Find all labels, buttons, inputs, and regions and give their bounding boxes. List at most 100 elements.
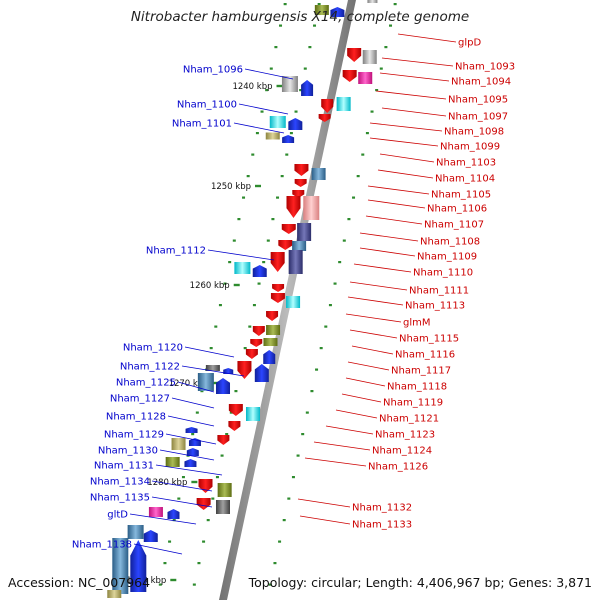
gene-label-nham-1115[interactable]: Nham_1115	[399, 334, 459, 345]
gene-label-nham-1096[interactable]: Nham_1096	[183, 65, 243, 76]
gene-feature[interactable]	[301, 80, 314, 96]
gene-feature[interactable]	[196, 498, 211, 510]
gene-feature[interactable]	[216, 378, 231, 394]
gene-label-nham-1123[interactable]: Nham_1123	[375, 430, 435, 441]
gene-label-nham-1128[interactable]: Nham_1128	[106, 412, 166, 423]
gene-feature[interactable]	[245, 349, 258, 359]
gene-feature[interactable]	[288, 118, 303, 130]
gene-feature[interactable]	[270, 293, 285, 303]
gene-feature[interactable]	[223, 368, 234, 374]
gene-feature[interactable]	[362, 50, 377, 64]
gene-label-nham-1124[interactable]: Nham_1124	[372, 446, 432, 457]
gene-label-nham-1107[interactable]: Nham_1107	[424, 220, 484, 231]
gene-feature[interactable]	[311, 168, 326, 180]
gene-label-nham-1125[interactable]: Nham_1125	[116, 378, 176, 389]
gene-feature[interactable]	[294, 179, 307, 187]
gene-feature[interactable]	[278, 240, 293, 250]
gene-label-nham-1112[interactable]: Nham_1112	[146, 246, 206, 257]
gene-feature[interactable]	[286, 296, 301, 308]
gene-feature[interactable]	[217, 483, 232, 497]
gene-feature[interactable]	[282, 135, 295, 143]
gene-label-nham-1110[interactable]: Nham_1110	[413, 268, 473, 279]
gene-feature[interactable]	[252, 265, 267, 277]
gene-feature[interactable]	[321, 99, 334, 113]
gene-feature[interactable]	[254, 364, 269, 382]
gene-label-nham-1095[interactable]: Nham_1095	[448, 95, 508, 106]
gene-label-nham-1131[interactable]: Nham_1131	[94, 461, 154, 472]
gene-feature[interactable]	[245, 407, 260, 421]
gene-label-nham-1111[interactable]: Nham_1111	[409, 286, 469, 297]
gene-feature[interactable]	[286, 196, 301, 218]
gene-feature[interactable]	[314, 5, 329, 15]
gene-feature[interactable]	[270, 252, 285, 272]
gene-feature[interactable]	[217, 435, 230, 445]
gene-feature[interactable]	[250, 339, 263, 347]
gene-label-nham-1105[interactable]: Nham_1105	[431, 190, 491, 201]
gene-feature[interactable]	[186, 448, 199, 456]
gene-feature[interactable]	[165, 457, 180, 467]
gene-feature[interactable]	[269, 116, 286, 128]
gene-feature[interactable]	[205, 365, 220, 371]
gene-label-nham-1108[interactable]: Nham_1108	[420, 237, 480, 248]
gene-feature[interactable]	[336, 97, 351, 111]
gene-label-nham-1133[interactable]: Nham_1133	[352, 520, 412, 531]
gene-label-gltd[interactable]: gltD	[107, 510, 128, 521]
gene-feature[interactable]	[272, 284, 285, 292]
gene-feature[interactable]	[197, 373, 214, 391]
gene-label-nham-1138[interactable]: Nham_1138	[72, 540, 132, 551]
gene-feature[interactable]	[148, 507, 163, 517]
gene-label-nham-1113[interactable]: Nham_1113	[405, 301, 465, 312]
gene-feature[interactable]	[367, 0, 378, 3]
gene-feature[interactable]	[265, 132, 280, 140]
gene-feature[interactable]	[330, 7, 345, 17]
gene-label-nham-1119[interactable]: Nham_1119	[383, 398, 443, 409]
gene-feature[interactable]	[263, 338, 278, 346]
gene-feature[interactable]	[318, 114, 331, 122]
gene-label-nham-1109[interactable]: Nham_1109	[417, 252, 477, 263]
gene-label-nham-1093[interactable]: Nham_1093	[455, 62, 515, 73]
gene-label-nham-1118[interactable]: Nham_1118	[387, 382, 447, 393]
gene-label-nham-1099[interactable]: Nham_1099	[440, 142, 500, 153]
gene-label-nham-1100[interactable]: Nham_1100	[177, 100, 237, 111]
gene-feature[interactable]	[228, 404, 243, 416]
gene-feature[interactable]	[342, 70, 357, 82]
gene-label-glmm[interactable]: glmM	[403, 318, 431, 329]
gene-feature[interactable]	[263, 350, 276, 364]
gene-feature[interactable]	[358, 72, 373, 84]
gene-feature[interactable]	[107, 590, 122, 598]
gene-feature[interactable]	[288, 250, 303, 274]
gene-label-nham-1117[interactable]: Nham_1117	[391, 366, 451, 377]
gene-feature[interactable]	[281, 224, 296, 234]
gene-label-nham-1121[interactable]: Nham_1121	[379, 414, 439, 425]
gene-label-nham-1127[interactable]: Nham_1127	[110, 394, 170, 405]
gene-label-nham-1101[interactable]: Nham_1101	[172, 119, 232, 130]
gene-label-nham-1098[interactable]: Nham_1098	[444, 127, 504, 138]
gene-feature[interactable]	[303, 196, 320, 220]
gene-feature[interactable]	[347, 48, 362, 62]
gene-label-nham-1097[interactable]: Nham_1097	[448, 112, 508, 123]
gene-feature[interactable]	[294, 164, 309, 176]
gene-label-nham-1135[interactable]: Nham_1135	[90, 493, 150, 504]
gene-feature[interactable]	[112, 538, 129, 594]
gene-feature[interactable]	[143, 530, 158, 542]
gene-feature[interactable]	[127, 525, 144, 539]
gene-feature[interactable]	[281, 76, 298, 92]
gene-feature[interactable]	[215, 500, 230, 514]
gene-label-nham-1126[interactable]: Nham_1126	[368, 462, 428, 473]
gene-feature[interactable]	[292, 241, 307, 251]
gene-label-nham-1094[interactable]: Nham_1094	[451, 77, 511, 88]
gene-feature[interactable]	[171, 438, 186, 450]
gene-label-nham-1120[interactable]: Nham_1120	[123, 343, 183, 354]
gene-feature[interactable]	[167, 509, 180, 519]
gene-label-nham-1130[interactable]: Nham_1130	[98, 446, 158, 457]
gene-label-nham-1116[interactable]: Nham_1116	[395, 350, 455, 361]
gene-label-nham-1129[interactable]: Nham_1129	[104, 430, 164, 441]
gene-label-nham-1132[interactable]: Nham_1132	[352, 503, 412, 514]
gene-feature[interactable]	[228, 421, 241, 431]
gene-feature[interactable]	[266, 325, 281, 335]
gene-feature[interactable]	[237, 361, 252, 379]
gene-feature[interactable]	[184, 459, 197, 467]
gene-feature[interactable]	[297, 223, 312, 241]
gene-label-nham-1103[interactable]: Nham_1103	[436, 158, 496, 169]
gene-label-nham-1134[interactable]: Nham_1134	[90, 477, 150, 488]
